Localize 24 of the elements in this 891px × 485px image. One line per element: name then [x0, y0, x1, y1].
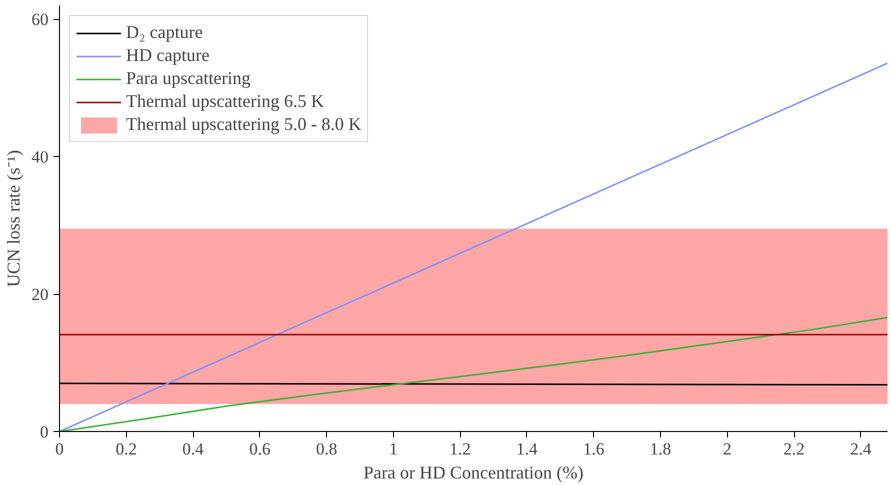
x-tick-label: 2 — [722, 440, 732, 458]
x-tick-label: 0.2 — [116, 440, 137, 458]
legend-label: Thermal upscattering 5.0 - 8.0 K — [126, 114, 362, 135]
x-tick-label: 1.8 — [650, 440, 672, 458]
legend-label: Thermal upscattering 6.5 K — [126, 91, 324, 112]
x-tick-label: 1.2 — [450, 440, 471, 458]
x-tick-label: 1 — [389, 440, 398, 458]
x-tick-label: 0 — [55, 440, 64, 458]
legend-label: HD capture — [126, 45, 210, 66]
legend-label: D₂ capture — [126, 22, 203, 43]
x-tick-label: 2.4 — [850, 440, 872, 458]
y-tick-label: 40 — [32, 148, 48, 167]
x-axis-title: Para or HD Concentration (%) — [364, 462, 584, 482]
x-tick-label: 0.4 — [182, 440, 204, 458]
x-tick-label: 0.6 — [249, 440, 270, 458]
y-tick-label: 60 — [32, 10, 48, 30]
y-tick-label: 20 — [32, 285, 48, 304]
x-tick-label: 2.2 — [783, 440, 805, 458]
y-axis-title: UCN loss rate (s⁻¹) — [4, 150, 24, 287]
y-tick-label: 0 — [40, 422, 48, 442]
x-tick-label: 1.6 — [583, 440, 604, 458]
legend-label: Para upscattering — [126, 68, 250, 89]
x-tick-label: 0.8 — [316, 440, 338, 458]
x-tick-label: 1.4 — [516, 440, 538, 458]
